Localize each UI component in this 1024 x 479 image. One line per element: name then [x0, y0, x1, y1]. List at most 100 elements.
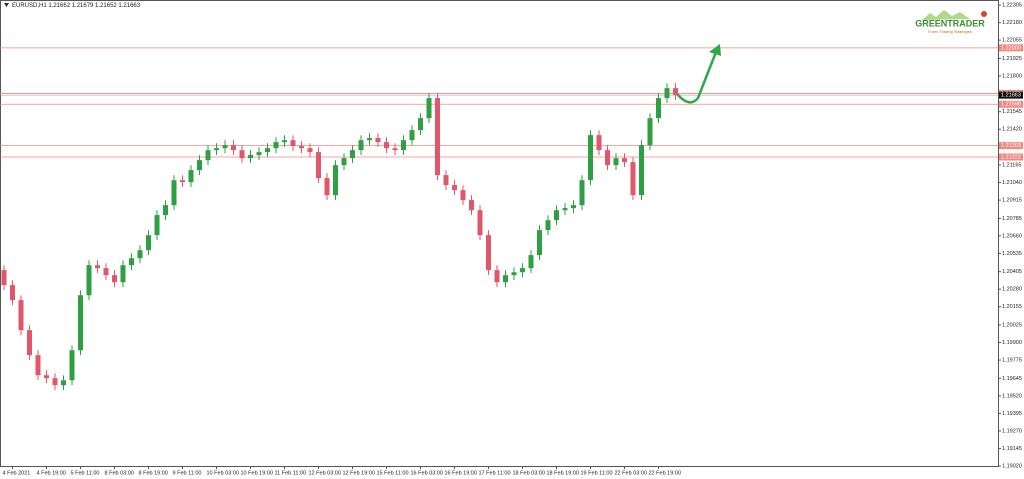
- y-tick-label: 1.21040: [1002, 180, 1022, 186]
- y-tick-label: 1.20785: [1002, 216, 1022, 222]
- candle-body: [61, 380, 66, 386]
- x-tick-label: 4 Feb 2021: [3, 470, 31, 476]
- x-tick-label: 22 Feb 19:00: [649, 470, 681, 476]
- y-tick-label: 1.20915: [1002, 198, 1022, 204]
- candle-body: [579, 180, 585, 206]
- x-tick-label: 16 Feb 19:00: [445, 470, 477, 476]
- y-tick-label: 1.22055: [1002, 38, 1022, 44]
- x-tick-label: 15 Feb 11:00: [377, 470, 409, 476]
- menu-marker: [4, 3, 9, 7]
- x-tick-label: 19 Feb 11:00: [581, 470, 613, 476]
- candle-body: [316, 152, 321, 179]
- x-tick-label: 16 Feb 03:00: [411, 470, 443, 476]
- x-tick-label: 17 Feb 11:00: [479, 470, 511, 476]
- x-tick-label: 18 Feb 19:00: [547, 470, 579, 476]
- forecast-arrow: [676, 50, 718, 104]
- plot-frame: [0, 0, 999, 467]
- candle-body: [78, 295, 83, 351]
- candle-body: [494, 270, 500, 283]
- candle-body: [52, 378, 58, 386]
- candle-body: [409, 130, 415, 141]
- x-tick-label: 22 Feb 03:00: [615, 470, 647, 476]
- level-box: [999, 153, 1023, 161]
- x-tick-label: 10 Feb 19:00: [241, 470, 273, 476]
- candle-body: [673, 88, 678, 96]
- candle-body: [418, 118, 423, 131]
- candle-body: [554, 210, 559, 221]
- level-box: [999, 44, 1023, 52]
- candle-body: [154, 215, 160, 236]
- candle-body: [180, 180, 185, 183]
- candle-body: [129, 258, 134, 266]
- candle-body: [27, 330, 32, 356]
- x-tick-label: 4 Feb 19:00: [37, 470, 66, 476]
- y-tick-label: 1.22180: [1002, 20, 1022, 26]
- candle-body: [477, 210, 483, 236]
- level-label: 1.21598: [1001, 102, 1021, 108]
- y-tick-label: 1.20280: [1002, 287, 1022, 293]
- logo-title: GREENTRADER: [915, 18, 985, 28]
- candle-body: [188, 170, 194, 183]
- level-label: 1.21222: [1001, 154, 1021, 160]
- candle-body: [605, 150, 610, 166]
- candle-body: [112, 275, 117, 283]
- level-label: 1.21303: [1001, 143, 1021, 149]
- level-label: 1.22000: [1001, 45, 1021, 51]
- candle-body: [256, 152, 262, 156]
- x-tick-label: 8 Feb 19:00: [139, 470, 168, 476]
- candle-body: [290, 140, 296, 147]
- candle-body: [392, 148, 398, 151]
- candle-body: [545, 220, 551, 231]
- candle-body: [341, 158, 347, 166]
- candle-body: [664, 88, 670, 99]
- x-tick-label: 5 Feb 11:00: [71, 470, 100, 476]
- candle-body: [120, 265, 126, 283]
- x-tick-label: 8 Feb 03:00: [105, 470, 134, 476]
- candle-body: [613, 158, 619, 166]
- candle-body: [86, 265, 92, 296]
- y-tick-label: 1.19900: [1002, 340, 1022, 346]
- candle-body: [10, 285, 15, 301]
- candle-body: [197, 160, 202, 171]
- candle-body: [333, 165, 338, 196]
- chart-title: EURUSD,H1 1.21662 1.21679 1.21652 1.2166…: [12, 3, 141, 9]
- candle-body: [103, 268, 109, 276]
- candle-body: [596, 135, 602, 151]
- x-tick-label: 9 Feb 11:00: [173, 470, 202, 476]
- candle-body: [486, 235, 491, 271]
- x-tick-label: 12 Feb 03:00: [309, 470, 341, 476]
- candle-body: [299, 146, 304, 149]
- candle-body: [630, 162, 636, 196]
- logo-subtitle: Forex Trading Strategies: [928, 29, 972, 34]
- y-tick-label: 1.21420: [1002, 127, 1022, 133]
- candle-body: [511, 272, 517, 276]
- y-tick-label: 1.19270: [1002, 428, 1022, 434]
- candle-body: [1, 270, 7, 286]
- candle-body: [443, 175, 449, 186]
- candle-body: [639, 145, 644, 196]
- candle-body: [384, 142, 389, 149]
- current-price-label: 1.21663: [1001, 93, 1021, 99]
- candle-body: [146, 235, 151, 251]
- candle-body: [401, 140, 406, 151]
- candle-body: [588, 135, 593, 181]
- y-tick-label: 1.20155: [1002, 304, 1022, 310]
- y-tick-label: 1.20535: [1002, 251, 1022, 257]
- y-tick-label: 1.21800: [1002, 73, 1022, 79]
- x-tick-label: 11 Feb 11:00: [275, 470, 307, 476]
- candle-body: [460, 190, 466, 201]
- x-tick-label: 10 Feb 03:00: [207, 470, 239, 476]
- candle-body: [367, 138, 372, 141]
- candle-body: [95, 265, 100, 269]
- y-tick-label: 1.19145: [1002, 446, 1022, 452]
- candle-body: [163, 205, 168, 216]
- level-box: [999, 100, 1023, 108]
- logo-sun: [981, 11, 987, 17]
- candle-body: [375, 138, 381, 143]
- candle-body: [171, 180, 177, 206]
- forecast-arrowhead: [709, 44, 721, 56]
- candle-body: [562, 208, 568, 211]
- candle-body: [205, 150, 211, 161]
- level-box: [999, 142, 1023, 150]
